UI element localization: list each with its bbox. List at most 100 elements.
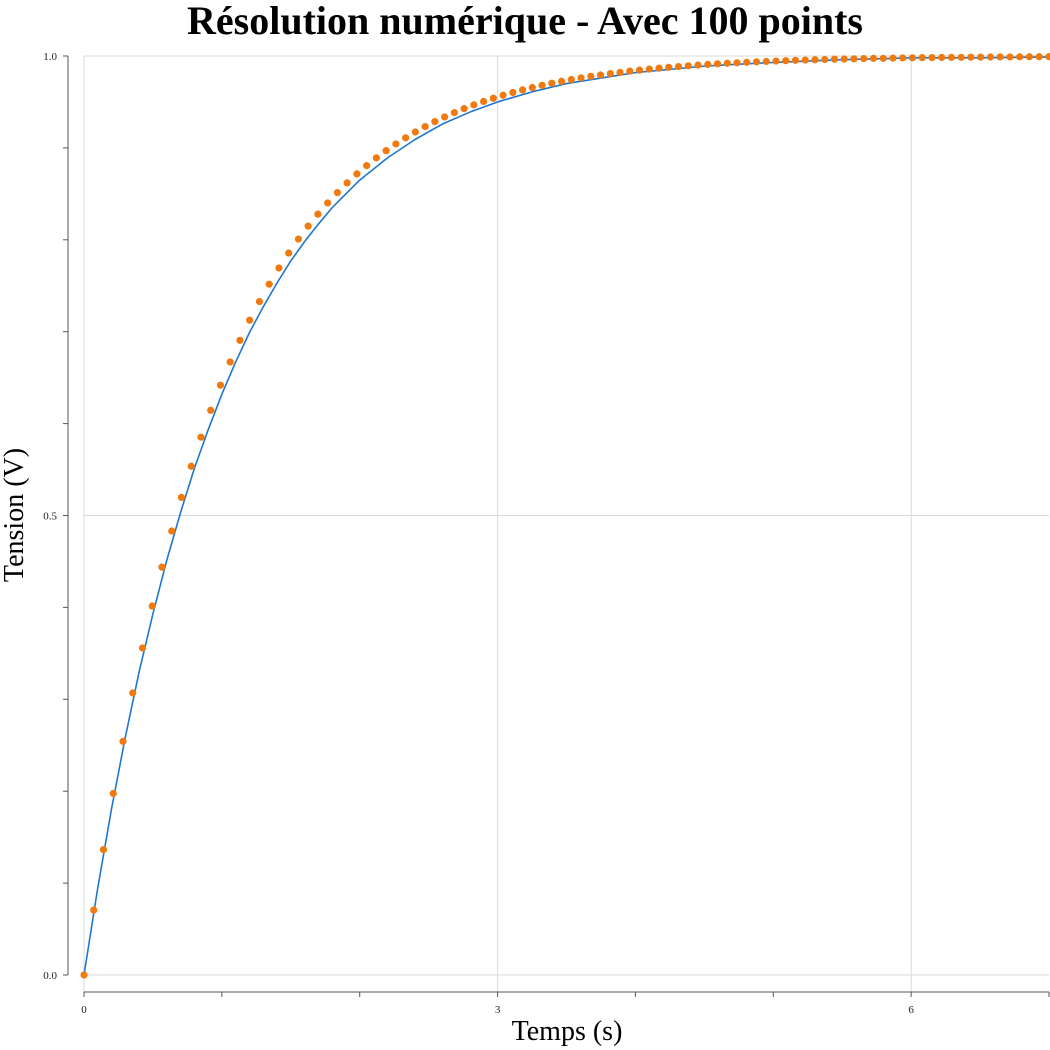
- y-tick-label: 0.0: [43, 970, 57, 982]
- data-point: [421, 122, 429, 131]
- data-point: [743, 58, 751, 66]
- data-point: [938, 53, 946, 62]
- data-point: [304, 222, 312, 230]
- data-point: [450, 109, 458, 117]
- data-point: [207, 406, 215, 414]
- data-point: [285, 249, 293, 257]
- data-point: [1025, 53, 1034, 61]
- data-point: [392, 140, 400, 148]
- y-axis-title: Tension (V): [0, 448, 30, 582]
- data-point: [528, 83, 536, 92]
- data-point: [99, 846, 108, 854]
- x-tick-label: 3: [495, 1004, 501, 1016]
- data-point: [908, 54, 917, 62]
- data-point: [821, 55, 829, 64]
- chart-title: Résolution numérique - Avec 100 points: [187, 0, 863, 43]
- data-point: [713, 60, 722, 68]
- data-point: [324, 199, 332, 207]
- data-point: [402, 134, 410, 142]
- data-point: [811, 56, 819, 64]
- data-point: [733, 59, 741, 67]
- data-point: [265, 280, 273, 288]
- data-point: [557, 77, 566, 85]
- data-point: [665, 63, 673, 71]
- data-point: [411, 128, 419, 136]
- data-point: [860, 54, 868, 63]
- data-point: [470, 101, 478, 109]
- data-point: [723, 59, 731, 67]
- data-point: [129, 689, 137, 697]
- data-point: [353, 170, 361, 178]
- data-point: [567, 75, 575, 84]
- data-point: [655, 64, 663, 72]
- data-point: [460, 105, 468, 113]
- data-point: [684, 62, 692, 70]
- data-point: [538, 81, 546, 89]
- data-point: [1016, 53, 1024, 61]
- data-point: [694, 61, 702, 69]
- data-point: [343, 179, 351, 187]
- data-point: [236, 336, 244, 344]
- series-points-numeric: [80, 53, 1050, 979]
- grid-layer: [83, 55, 1049, 992]
- data-point: [168, 527, 176, 535]
- data-point: [119, 737, 127, 745]
- data-point: [616, 68, 624, 76]
- data-point: [947, 53, 956, 61]
- data-point: [791, 56, 800, 64]
- data-point: [674, 62, 683, 71]
- data-point: [441, 113, 449, 121]
- data-point: [148, 602, 156, 610]
- data-point: [840, 55, 848, 63]
- y-tick-label: 1.0: [43, 51, 57, 63]
- data-point: [850, 55, 858, 63]
- data-point: [187, 462, 195, 470]
- data-point: [752, 58, 761, 66]
- data-point: [577, 74, 585, 82]
- data-point: [548, 79, 556, 87]
- x-tick-label: 6: [908, 1004, 914, 1016]
- data-point: [90, 906, 98, 914]
- data-point: [899, 54, 907, 62]
- data-point: [382, 147, 390, 155]
- data-point: [704, 60, 712, 69]
- data-point: [158, 563, 166, 571]
- x-axis-title: Temps (s): [512, 1016, 623, 1047]
- data-point: [80, 971, 88, 979]
- axes: [67, 56, 1049, 993]
- data-point: [314, 210, 322, 218]
- data-point: [480, 97, 488, 106]
- data-point: [986, 53, 995, 61]
- data-point: [138, 644, 147, 652]
- data-point: [635, 66, 644, 74]
- data-point: [889, 54, 897, 62]
- data-point: [226, 358, 234, 366]
- data-point: [801, 56, 809, 64]
- data-point: [879, 54, 887, 62]
- x-tick-label: 0: [81, 1004, 87, 1016]
- y-tick-label: 0.5: [43, 511, 57, 523]
- data-point: [363, 162, 371, 170]
- data-point: [255, 297, 264, 306]
- data-point: [606, 69, 614, 78]
- data-point: [1006, 53, 1014, 61]
- data-point: [177, 493, 186, 501]
- data-point: [772, 57, 780, 65]
- data-point: [294, 235, 303, 243]
- data-point: [918, 54, 926, 62]
- data-point: [830, 55, 839, 63]
- data-point: [197, 433, 205, 441]
- series: [80, 53, 1050, 979]
- data-point: [645, 65, 653, 73]
- data-point: [957, 53, 965, 61]
- data-point: [216, 381, 225, 389]
- data-point: [869, 54, 878, 62]
- data-point: [967, 53, 975, 61]
- data-point: [509, 88, 517, 97]
- data-point: [782, 57, 790, 65]
- data-point: [333, 188, 342, 197]
- data-point: [928, 53, 936, 62]
- data-point: [499, 91, 507, 99]
- data-point: [431, 118, 439, 126]
